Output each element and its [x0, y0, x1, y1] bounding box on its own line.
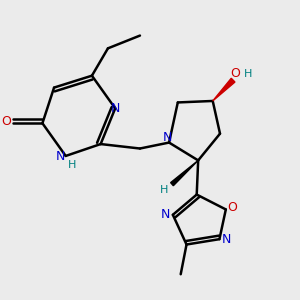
Text: O: O — [227, 202, 237, 214]
Text: H: H — [160, 184, 168, 194]
Text: N: N — [163, 131, 172, 144]
Text: N: N — [56, 150, 65, 163]
Text: O: O — [230, 67, 240, 80]
Text: H: H — [68, 160, 76, 170]
Polygon shape — [213, 78, 235, 101]
Text: N: N — [222, 233, 231, 246]
Polygon shape — [171, 160, 198, 186]
Text: H: H — [244, 69, 252, 79]
Text: N: N — [110, 102, 120, 115]
Text: O: O — [1, 115, 11, 128]
Text: N: N — [161, 208, 170, 221]
